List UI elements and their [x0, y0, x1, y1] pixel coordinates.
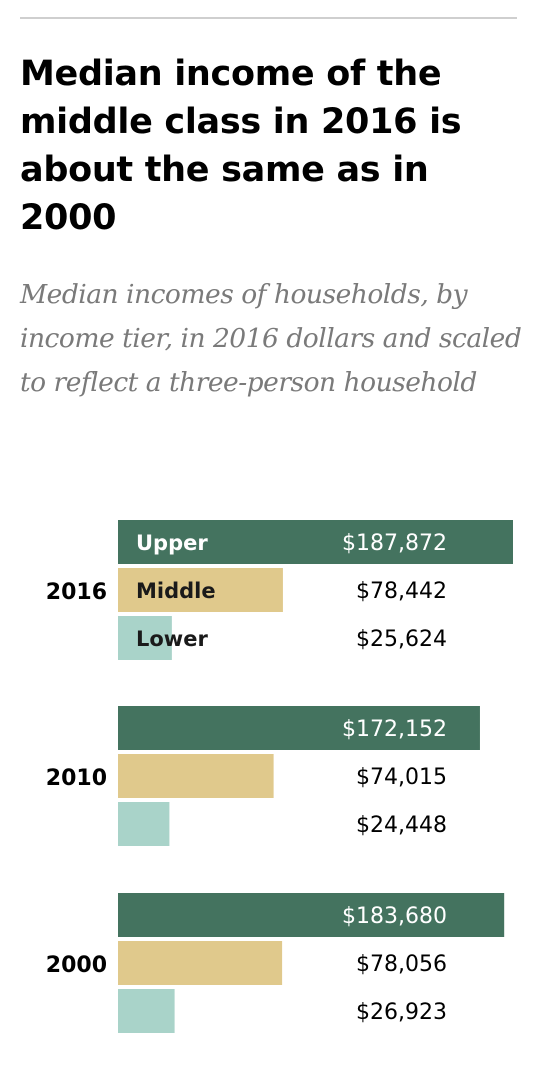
value-label-middle-2010: $74,015	[356, 765, 447, 790]
bar-middle-2016	[118, 568, 283, 612]
bar-middle-2000	[118, 941, 283, 985]
value-label-upper-2016: $187,872	[342, 531, 447, 556]
year-label-2010: 2010	[46, 766, 107, 791]
bar-lower-2016	[118, 616, 172, 660]
chart-subtitle: Median incomes of households, by income …	[20, 279, 522, 398]
value-label-upper-2000: $183,680	[342, 904, 447, 929]
series-label-middle: Middle	[136, 579, 216, 603]
series-label-upper: Upper	[136, 531, 208, 555]
year-label-2000: 2000	[46, 953, 107, 978]
chart-title: Median income of the middle class in 201…	[20, 54, 462, 238]
value-label-lower-2010: $24,448	[356, 813, 447, 838]
bar-upper-2016	[118, 520, 513, 564]
year-label-2016: 2016	[46, 580, 107, 605]
bar-upper-2010	[118, 706, 480, 750]
bar-upper-2000	[118, 893, 505, 937]
value-label-middle-2016: $78,442	[356, 579, 447, 604]
value-label-lower-2016: $25,624	[356, 627, 447, 652]
value-label-upper-2010: $172,152	[342, 717, 447, 742]
series-label-lower: Lower	[136, 627, 208, 651]
value-label-middle-2000: $78,056	[356, 952, 447, 977]
bar-lower-2010	[118, 802, 170, 846]
bar-lower-2000	[118, 989, 175, 1033]
bar-middle-2010	[118, 754, 274, 798]
value-label-lower-2000: $26,923	[356, 1000, 447, 1025]
top-rule	[20, 17, 517, 19]
